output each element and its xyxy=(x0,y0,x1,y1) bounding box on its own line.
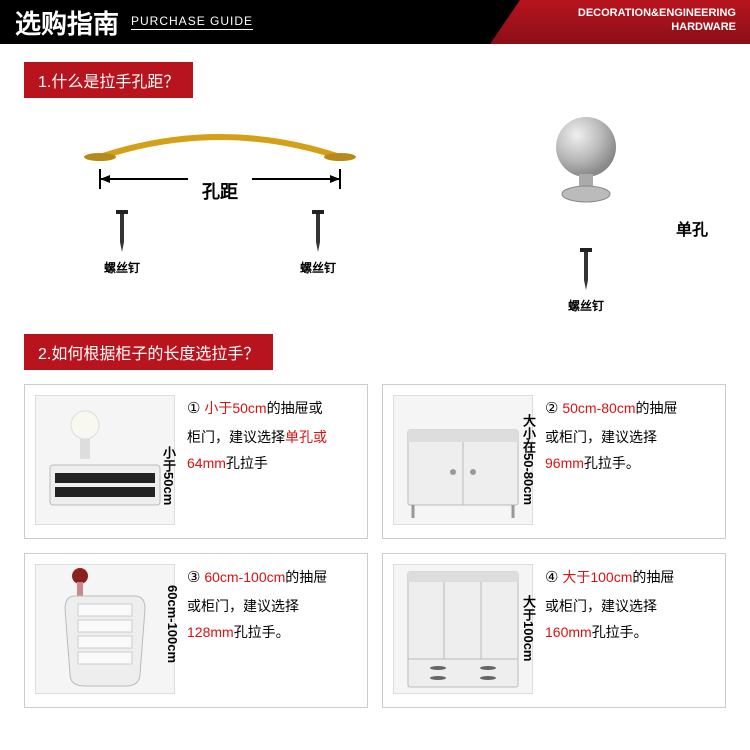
card-text-2: ② 50cm-80cm的抽屉 或柜门，建议选择 96mm孔拉手。 xyxy=(533,395,715,528)
content-area: 1.什么是拉手孔距？ 孔距 xyxy=(0,44,750,726)
card-1: 小于50cm ① 小于50cm的抽屉或 柜门，建议选择单孔或 64mm孔拉手 xyxy=(24,384,368,539)
question2-title: 2.如何根据柜子的长度选拉手？ xyxy=(24,334,273,370)
screw-right: 螺丝钉 xyxy=(300,210,336,276)
size-label-1: 小于50cm xyxy=(159,446,178,505)
header-badge: DECORATION&ENGINEERING HARDWARE xyxy=(490,0,750,44)
handle-diagram: 孔距 螺丝钉 螺丝钉 xyxy=(24,112,416,276)
screw-left: 螺丝钉 xyxy=(104,210,140,276)
screw-label: 螺丝钉 xyxy=(300,259,336,276)
question1-title: 1.什么是拉手孔距？ xyxy=(24,62,193,98)
screw-single: 螺丝钉 xyxy=(446,248,726,314)
card-text-1: ① 小于50cm的抽屉或 柜门，建议选择单孔或 64mm孔拉手 xyxy=(175,395,357,528)
card-text-3: ③ 60cm-100cm的抽屉 或柜门，建议选择 128mm孔拉手。 xyxy=(175,564,357,697)
screw-icon xyxy=(310,210,326,252)
furniture-image-3: 60cm-100cm xyxy=(35,564,175,694)
screw-icon xyxy=(114,210,130,252)
handle-arc-icon xyxy=(80,122,360,162)
header-subtitle: PURCHASE GUIDE xyxy=(131,14,253,30)
sideboard-icon xyxy=(398,400,528,520)
card-3: 60cm-100cm ③ 60cm-100cm的抽屉 或柜门，建议选择 128m… xyxy=(24,553,368,708)
card-text-4: ④ 大于100cm的抽屉 或柜门，建议选择 160mm孔拉手。 xyxy=(533,564,715,697)
size-label-4: 大于100cm xyxy=(519,595,538,661)
card-4: 大于100cm ④ 大于100cm的抽屉 或柜门，建议选择 160mm孔拉手。 xyxy=(382,553,726,708)
header-bar: 选购指南 PURCHASE GUIDE DECORATION&ENGINEERI… xyxy=(0,0,750,44)
screw-label: 螺丝钉 xyxy=(446,297,726,314)
knob-diagram: 单孔 螺丝钉 xyxy=(446,112,726,314)
screw-label: 螺丝钉 xyxy=(104,259,140,276)
header-title: 选购指南 xyxy=(0,4,119,41)
cards-grid: 小于50cm ① 小于50cm的抽屉或 柜门，建议选择单孔或 64mm孔拉手 xyxy=(24,384,726,708)
card-2: 大小在50-80cm ② 50cm-80cm的抽屉 或柜门，建议选择 96mm孔… xyxy=(382,384,726,539)
size-label-3: 60cm-100cm xyxy=(165,585,180,663)
wardrobe-icon xyxy=(398,564,528,694)
drawer-icon xyxy=(45,405,165,515)
furniture-image-2: 大小在50-80cm xyxy=(393,395,533,525)
furniture-image-1: 小于50cm xyxy=(35,395,175,525)
size-label-2: 大小在50-80cm xyxy=(519,414,538,505)
screw-icon xyxy=(578,248,594,290)
knob-icon xyxy=(541,112,631,207)
cabinet-icon xyxy=(50,564,160,694)
diagram-row: 孔距 螺丝钉 螺丝钉 xyxy=(24,112,726,314)
single-hole-label: 单孔 xyxy=(446,216,726,240)
badge-line1: DECORATION&ENGINEERING xyxy=(490,6,736,20)
badge-line2: HARDWARE xyxy=(490,20,736,34)
furniture-image-4: 大于100cm xyxy=(393,564,533,694)
